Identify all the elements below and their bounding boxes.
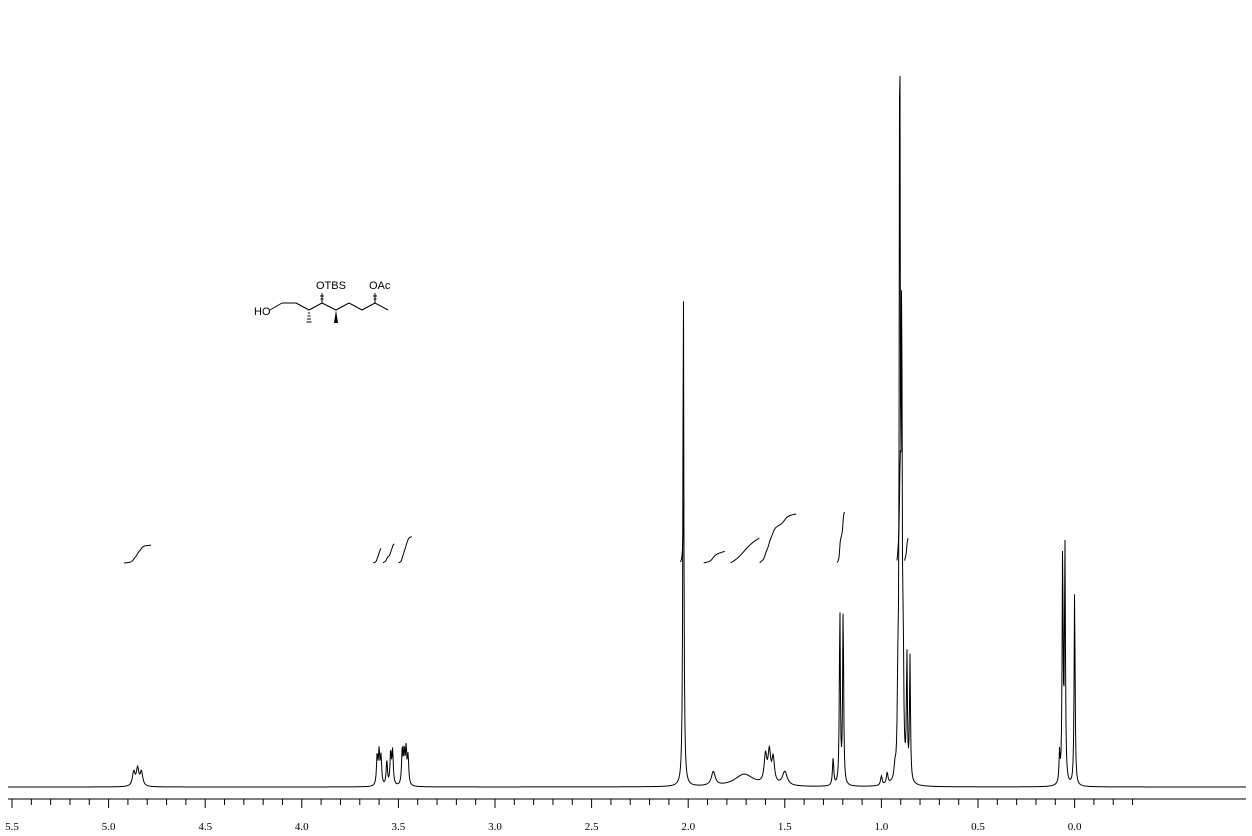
stereo-wedge-bond: [334, 310, 338, 323]
x-tick-label: 3.5: [392, 821, 406, 833]
integral-curve: [759, 513, 797, 564]
integral-curve: [730, 537, 760, 564]
stereo-hash-bonds: [306, 295, 377, 323]
integral-curve: [904, 537, 909, 561]
x-tick-label: 1.5: [778, 821, 792, 833]
integral-curve: [836, 511, 845, 563]
x-tick-label: 2.0: [681, 821, 695, 833]
x-tick-label: 4.0: [295, 821, 309, 833]
oac-label: OAc: [369, 280, 391, 292]
integral-curve: [703, 550, 725, 564]
spectrum-trace: [8, 75, 1246, 788]
integral-curve: [398, 536, 412, 564]
x-axis-tick-labels: 5.5 5.0 4.5 4.0 3.5 3.0 2.5 2.0 1.5 1.0 0.5 0.0: [5, 821, 1082, 833]
x-tick-label: 2.5: [585, 821, 599, 833]
x-tick-label: 5.5: [5, 821, 19, 833]
x-tick-label: 0.5: [971, 821, 985, 833]
ho-label: HO: [254, 306, 271, 318]
integral-curve: [124, 544, 152, 564]
x-tick-label: 1.0: [875, 821, 889, 833]
otbs-label: OTBS: [316, 280, 346, 292]
integral-curves: [124, 450, 909, 564]
structure-bonds: [269, 293, 389, 311]
x-tick-label: 4.5: [198, 821, 212, 833]
x-tick-label: 0.0: [1068, 821, 1082, 833]
x-axis-ticks: [11, 799, 1134, 808]
integral-curve: [382, 543, 395, 564]
molecule-structure: HO OTBS OAc: [254, 280, 391, 323]
integral-curve: [373, 548, 382, 564]
x-tick-label: 5.0: [102, 821, 116, 833]
x-tick-label: 3.0: [488, 821, 502, 833]
